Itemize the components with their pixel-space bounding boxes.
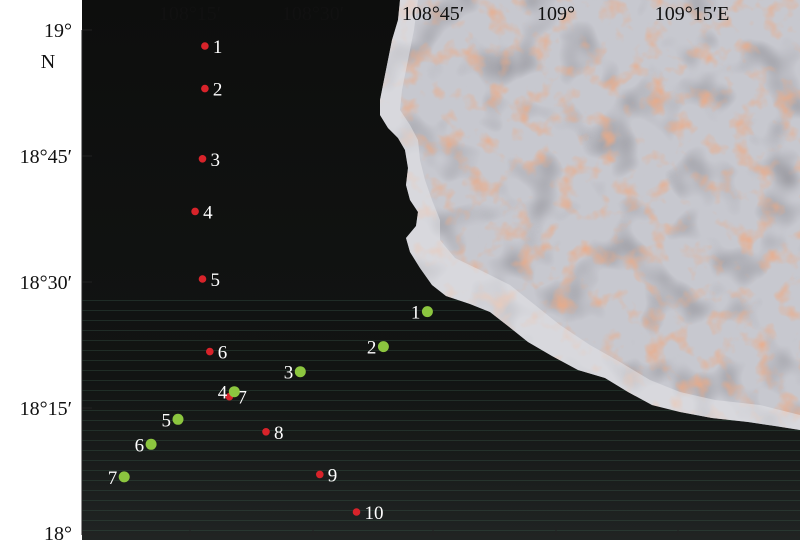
x-tick-label: 109° (537, 3, 575, 25)
green-point-marker (228, 386, 240, 398)
green-point-label: 6 (135, 435, 145, 456)
red-point-label: 3 (211, 150, 221, 171)
y-tick-label: 18° (44, 523, 72, 545)
land-texture-vegetation (380, 0, 800, 430)
red-point-label: 2 (213, 80, 223, 101)
y-tick-label: 18°15′ (20, 398, 72, 420)
red-point-label: 4 (203, 202, 213, 223)
green-point-label: 3 (284, 363, 294, 384)
green-point-marker (118, 471, 130, 483)
red-point-marker (352, 508, 361, 516)
x-tick-label: 108°15′ (159, 3, 221, 25)
red-point-marker (201, 42, 209, 50)
red-point-label: 1 (213, 37, 223, 58)
y-tick-label: 18°45′ (20, 146, 72, 168)
green-point-label: 7 (108, 468, 118, 489)
red-point-marker (198, 275, 207, 283)
red-point-marker (191, 207, 199, 216)
green-point-label: 5 (162, 410, 172, 431)
y-axis-labels: 19° N 18°45′ 18°30′ 18°15′ 18° (20, 20, 72, 545)
y-tick-label: 19° (44, 20, 72, 42)
red-point-label: 5 (211, 270, 221, 291)
green-point-marker (294, 366, 306, 378)
north-label: N (41, 51, 55, 73)
green-point-label: 4 (218, 383, 228, 404)
y-axis-ticks (82, 29, 92, 533)
red-point-label: 10 (365, 503, 384, 524)
green-point-marker (421, 306, 433, 318)
x-tick-label: 108°45′ (402, 3, 464, 25)
map-image (82, 0, 800, 540)
red-point-marker (206, 347, 214, 356)
green-point-marker (377, 341, 389, 353)
red-point-marker (198, 155, 207, 163)
x-tick-label: 108°30′ (282, 3, 344, 25)
x-axis-ticks (189, 525, 679, 535)
x-tick-label: 109°15′E (655, 3, 730, 25)
x-axis-labels: 108°15′ 108°30′ 108°45′ 109° 109°15′E (159, 3, 729, 25)
green-point-label: 2 (367, 338, 377, 359)
red-point-label: 6 (218, 343, 228, 364)
red-point-label: 9 (328, 465, 338, 486)
green-point-marker (145, 438, 157, 450)
green-point-marker (172, 413, 184, 425)
red-point-label: 7 (237, 388, 247, 409)
red-point-marker (201, 84, 209, 93)
y-tick-label: 18°30′ (20, 272, 72, 294)
green-point-label: 1 (411, 303, 421, 324)
red-sampling-points: 1 2 3 4 5 6 7 8 9 10 (191, 37, 384, 524)
red-point-label: 8 (274, 423, 284, 444)
red-point-marker (262, 428, 270, 436)
red-point-marker (316, 470, 324, 479)
